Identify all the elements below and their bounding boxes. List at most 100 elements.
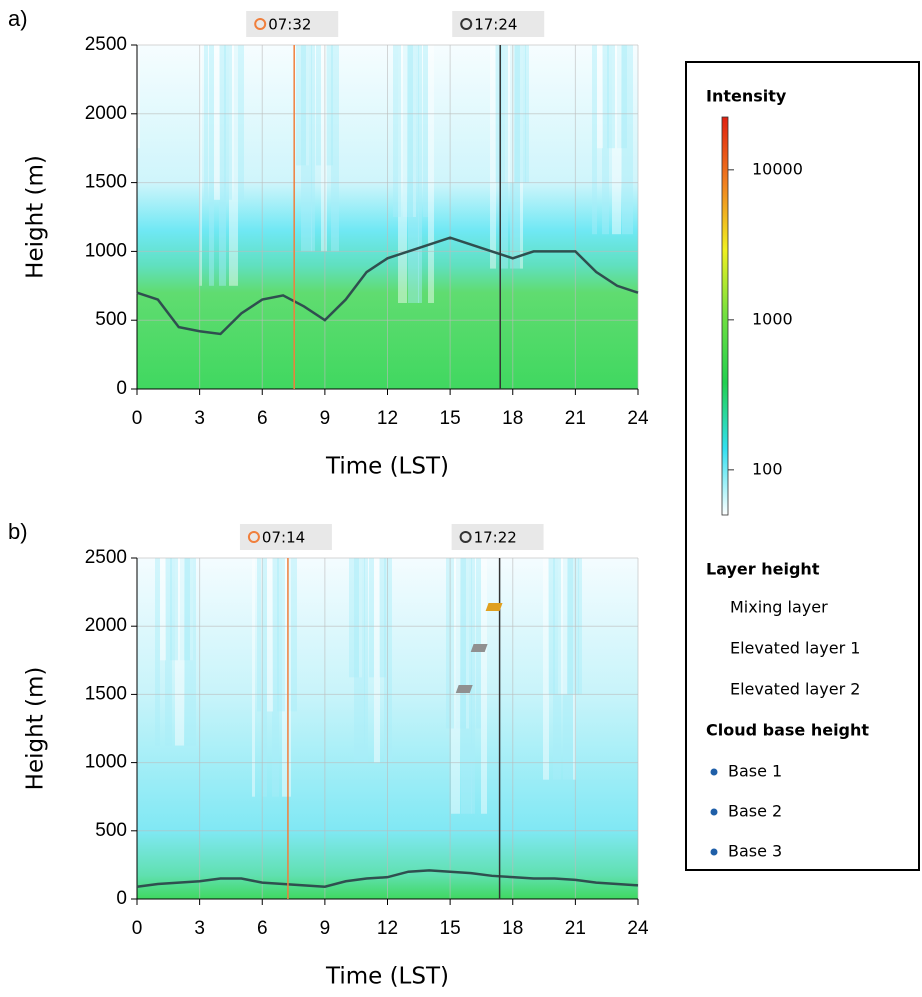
x-tick-label: 9: [320, 408, 331, 429]
streak: [209, 45, 214, 286]
streak: [573, 558, 576, 780]
colorbar-title: Intensity: [706, 87, 787, 106]
streak: [199, 45, 202, 286]
streak: [374, 558, 380, 763]
streak: [262, 558, 267, 797]
y-axis-label: Height (m): [23, 667, 49, 791]
streak: [219, 45, 226, 286]
legend-dot: [710, 848, 718, 856]
x-tick-label: 15: [440, 408, 461, 429]
streak: [423, 45, 428, 217]
sunrise-label: 07:32: [268, 16, 311, 34]
streak: [481, 558, 487, 814]
y-tick-label: 1500: [85, 683, 127, 704]
streak: [418, 45, 422, 303]
streak: [456, 558, 466, 729]
sunrise-icon: [254, 18, 267, 30]
y-tick-label: 1500: [85, 172, 127, 193]
sunset-icon: [459, 531, 472, 543]
streak: [170, 558, 178, 661]
legend-label: Base 3: [728, 842, 782, 861]
legend-label: Elevated layer 2: [730, 680, 860, 699]
colorbar-tick-label: 100: [752, 459, 783, 478]
streak: [543, 558, 549, 780]
y-tick-label: 2500: [85, 547, 127, 568]
sunrise-label-box: [239, 524, 332, 550]
streak: [190, 558, 193, 661]
streak: [180, 558, 190, 661]
legend-label: Elevated layer 1: [730, 639, 860, 658]
x-tick-label: 12: [377, 408, 398, 429]
streak: [451, 558, 460, 814]
streak: [175, 558, 184, 746]
streak: [602, 45, 609, 235]
streak: [490, 45, 496, 269]
legend-section-title: Cloud base height: [706, 721, 869, 740]
x-tick-label: 6: [257, 918, 268, 939]
sunset-label: 17:22: [474, 529, 517, 547]
streak: [408, 45, 419, 303]
sunset-label-box: [451, 524, 544, 550]
streak: [553, 558, 561, 780]
legend-swatch: [455, 685, 473, 693]
y-tick-label: 2000: [85, 103, 127, 124]
streak: [316, 45, 321, 166]
x-tick-label: 3: [194, 918, 205, 939]
y-tick-label: 500: [95, 820, 127, 841]
legend-label: Base 1: [728, 762, 782, 781]
streak: [165, 558, 172, 746]
y-tick-label: 1000: [85, 752, 127, 773]
streak: [326, 45, 333, 166]
x-tick-label: 6: [257, 408, 268, 429]
streak: [306, 45, 309, 166]
streak: [160, 558, 166, 661]
x-tick-label: 0: [132, 408, 143, 429]
streak: [617, 45, 627, 149]
x-tick-label: 0: [132, 918, 143, 939]
streak: [471, 558, 475, 814]
streak: [413, 45, 416, 217]
streak: [393, 45, 401, 217]
sunrise-label: 07:14: [262, 529, 305, 547]
streak: [398, 45, 407, 303]
streak: [301, 45, 312, 252]
x-tick-label: 15: [440, 918, 461, 939]
legend-label: Base 2: [728, 802, 782, 821]
x-tick-label: 24: [627, 918, 649, 939]
legend-box: [685, 61, 920, 871]
streak: [267, 558, 273, 712]
streak: [257, 558, 261, 712]
sunset-label: 17:24: [474, 16, 517, 34]
mixing-layer-line: [136, 236, 639, 336]
streak: [214, 45, 220, 200]
sunset-label-box: [452, 11, 545, 37]
y-tick-label: 0: [116, 888, 127, 909]
x-axis-label: Time (LST): [325, 454, 449, 480]
streak: [607, 45, 615, 149]
streak: [277, 558, 285, 712]
streak: [204, 45, 208, 200]
streak: [349, 558, 359, 678]
streak: [229, 45, 238, 286]
y-tick-label: 2000: [85, 615, 127, 636]
mixing-layer-line: [136, 869, 639, 888]
legend-swatch: [485, 603, 503, 611]
streak: [354, 558, 365, 763]
legend-section-title: Layer height: [706, 560, 820, 579]
streak: [224, 45, 232, 200]
streak: [500, 45, 508, 269]
sunrise-label-box: [246, 11, 339, 37]
x-tick-label: 24: [627, 408, 649, 429]
streak: [520, 45, 523, 269]
colorbar-tick-label: 10000: [752, 159, 803, 178]
x-tick-label: 12: [377, 918, 398, 939]
y-tick-label: 1000: [85, 240, 127, 261]
streak: [403, 45, 413, 217]
streak: [612, 45, 621, 235]
streak: [234, 45, 244, 200]
streak: [296, 45, 306, 166]
streak: [364, 558, 368, 763]
x-tick-label: 21: [565, 408, 586, 429]
streak: [369, 558, 374, 678]
